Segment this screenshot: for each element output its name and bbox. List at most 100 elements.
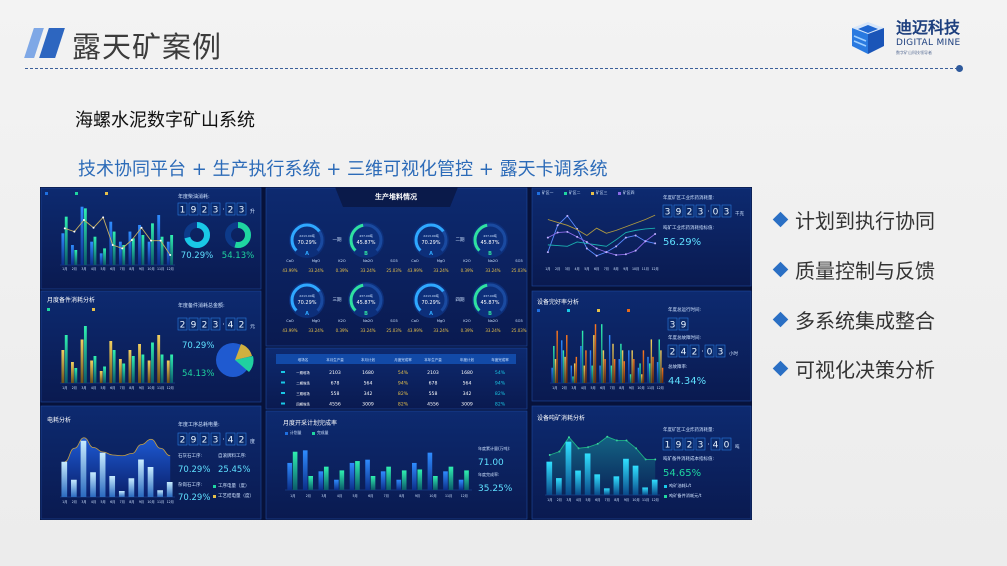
chart-point — [585, 240, 588, 243]
chart-bar — [90, 241, 94, 265]
legend-swatch — [664, 495, 667, 498]
counter-digit-box — [710, 437, 721, 451]
chart-bar — [561, 340, 563, 383]
counter-digit: 3 — [698, 441, 704, 451]
table-header-cell: 年度完成率 — [491, 357, 509, 362]
chart-bar — [594, 474, 601, 495]
logo-name-en: DIGITAL MINE — [896, 38, 961, 48]
month-tick-label: 9月 — [624, 498, 629, 502]
table-cell: 二期堆场 — [296, 381, 310, 386]
gauge-tons: 437.00吨 — [359, 293, 373, 298]
chart-bar — [138, 224, 141, 265]
month-tick-label: 1月 — [62, 386, 67, 390]
month-tick-label: 12月 — [652, 267, 659, 271]
counter-separator: · — [707, 440, 710, 449]
chart-bar — [118, 359, 122, 383]
chart-bar — [370, 476, 376, 490]
month-tick-label: 3月 — [571, 386, 576, 390]
month-tick-label: 12月 — [167, 386, 174, 390]
counter-digit: 4 — [713, 441, 719, 451]
counter-digit-box — [684, 204, 695, 218]
chart-bar — [128, 478, 135, 497]
chart-bar — [553, 345, 555, 383]
chart-bar — [570, 365, 573, 383]
diamond-icon — [772, 311, 789, 328]
oxide-value: 43.99% — [282, 268, 297, 273]
month-tick-label: 3月 — [81, 500, 86, 504]
chart-bar — [74, 250, 78, 265]
legend-swatch — [664, 485, 667, 488]
counter-separator: · — [222, 320, 225, 329]
counter-digit-box — [673, 437, 684, 451]
counter-digit-box — [177, 317, 188, 331]
chart-bar — [122, 363, 126, 383]
chart-bar — [652, 356, 654, 383]
title-tab — [335, 187, 458, 207]
table-cell: 54% — [495, 370, 506, 376]
counter-separator: · — [701, 347, 704, 356]
month-tick-label: 5月 — [584, 267, 589, 271]
chart-bar — [61, 461, 68, 497]
chart-bar — [612, 343, 614, 383]
oxide-label: CaO — [286, 259, 294, 263]
donut-chart — [225, 222, 251, 248]
chart-bar — [109, 476, 116, 497]
counter-digit: 9 — [191, 436, 197, 446]
table-header-cell: 年度计划 — [460, 357, 474, 362]
chart-point — [624, 253, 627, 256]
counter-digit: 4 — [681, 348, 687, 358]
legend-label: 工序电量（度） — [218, 482, 250, 489]
oxide-label: K2O — [463, 259, 471, 263]
oxide-value: 25.03% — [386, 328, 401, 333]
gauge-face — [348, 282, 384, 318]
counter-digit: 9 — [191, 206, 197, 216]
chart-bar — [147, 467, 154, 497]
chart-bar — [166, 360, 170, 383]
dashboard-label: 年度总故障时间: — [668, 334, 701, 341]
legend-swatch — [105, 192, 108, 195]
counter-digit: 2 — [180, 321, 186, 331]
oxide-value: 0.39% — [336, 268, 349, 273]
oxide-label: MgO — [312, 319, 320, 323]
diamond-icon — [772, 211, 789, 228]
legend-label: 矿区二 — [569, 190, 581, 195]
table-cell: 4556 — [427, 402, 439, 408]
chart-bar — [613, 476, 620, 495]
chart-bar — [83, 208, 87, 265]
month-tick-label: 2月 — [72, 500, 77, 504]
table-cell: 678 — [331, 381, 340, 387]
month-tick-label: 12月 — [652, 498, 659, 502]
counter-digit: 2 — [202, 206, 208, 216]
chart-bar — [160, 354, 164, 383]
table-header — [276, 354, 516, 364]
table-cell: 342 — [364, 391, 373, 397]
chart-bar — [581, 330, 584, 383]
stat-value: 54.13% — [182, 369, 214, 379]
counter-digit: 2 — [687, 441, 693, 451]
chart-bar — [287, 462, 292, 490]
counter-digit: 3 — [213, 436, 219, 446]
chart-bar — [656, 362, 659, 383]
chart-point — [644, 240, 647, 243]
gauge-letter: A — [305, 251, 309, 257]
chart-bar — [109, 221, 113, 265]
month-tick-label: 3月 — [321, 494, 326, 498]
dashboard-label: 小时 — [729, 350, 738, 357]
gauge-face — [472, 222, 508, 258]
chart-point — [150, 239, 153, 242]
gauge-letter: A — [429, 251, 433, 257]
counter-digit-box — [188, 202, 199, 216]
month-tick-label: 5月 — [353, 494, 358, 498]
panel-title: 设备完好率分析 — [537, 298, 579, 306]
gauge-tons: 437.00吨 — [483, 293, 497, 298]
gauge-face — [348, 222, 384, 258]
chart-bar — [623, 458, 629, 495]
oxide-value: 43.99% — [282, 328, 297, 333]
chart-bar — [71, 479, 77, 497]
counter-separator: · — [707, 207, 710, 216]
chart-bar — [433, 476, 438, 490]
counter-digit-box — [710, 204, 721, 218]
month-tick-label: 6月 — [110, 386, 115, 390]
dashboard-label: 度 — [250, 438, 255, 445]
table-cell: 82% — [398, 391, 409, 397]
